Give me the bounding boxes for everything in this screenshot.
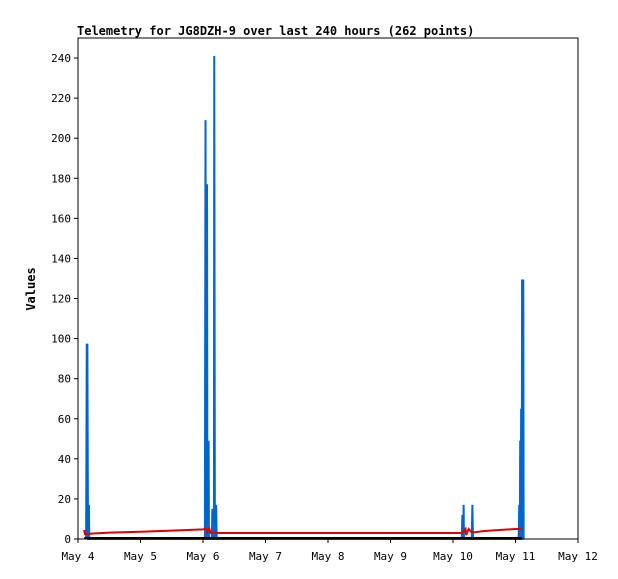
- y-axis-label: Values: [24, 267, 38, 310]
- y-tick-label: 20: [58, 493, 71, 506]
- y-tick-label: 120: [51, 293, 71, 306]
- y-tick-label: 60: [58, 413, 71, 426]
- axis-layer: 0 20 40 60 80 100 120 140 160 180 200 220 240 May 4 Ma…: [51, 52, 598, 563]
- y-tick-label: 0: [64, 533, 71, 546]
- x-tick-label: May 8: [311, 550, 344, 563]
- y-tick-label: 40: [58, 453, 71, 466]
- y-tick-label: 220: [51, 92, 71, 105]
- series-layer: [83, 56, 525, 540]
- y-tick-label: 240: [51, 52, 71, 65]
- x-tick-label: May 4: [61, 550, 94, 563]
- series-line-1: [83, 526, 522, 536]
- y-tick-label: 200: [51, 132, 71, 145]
- y-tick-label: 140: [51, 252, 71, 265]
- y-tick-label: 100: [51, 333, 71, 346]
- x-tick-label: May 11: [496, 550, 536, 563]
- y-tick-label: 80: [58, 373, 71, 386]
- x-tick-label: May 10: [433, 550, 473, 563]
- x-tick-label: May 5: [124, 550, 157, 563]
- x-tick-label: May 6: [186, 550, 219, 563]
- series-line-0: [85, 56, 525, 540]
- y-tick-label: 180: [51, 172, 71, 185]
- x-tick-label: May 7: [249, 550, 282, 563]
- x-tick-label: May 12: [558, 550, 598, 563]
- chart-title: Telemetry for JG8DZH-9 over last 240 hou…: [77, 24, 474, 38]
- x-tick-label: May 9: [374, 550, 407, 563]
- plot-frame: [77, 37, 579, 540]
- y-tick-label: 160: [51, 212, 71, 225]
